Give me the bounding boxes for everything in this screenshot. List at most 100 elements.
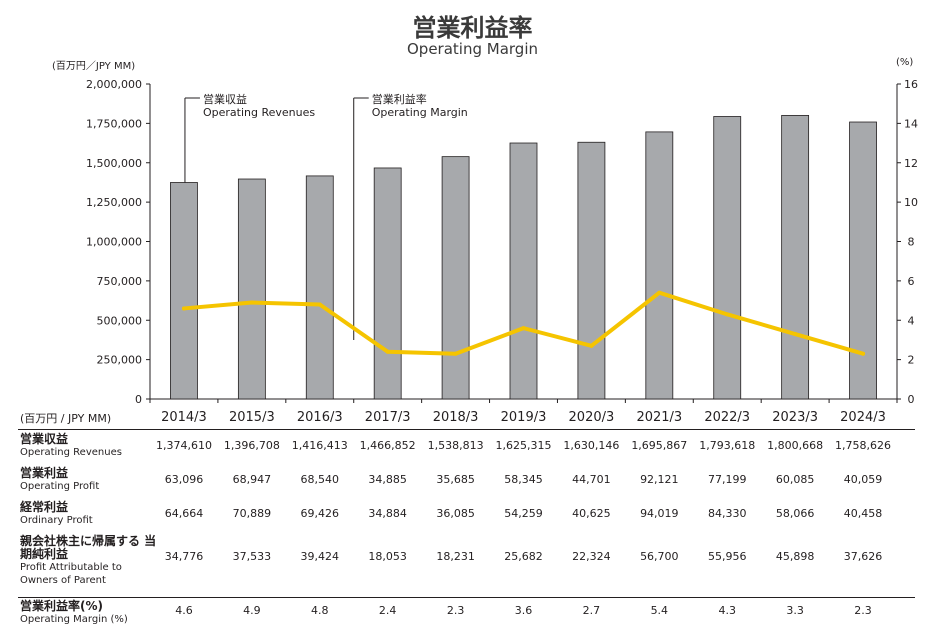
left-tick-label: 250,000: [97, 354, 143, 367]
table-cell: 70,889: [232, 507, 272, 520]
table-divider: [18, 597, 915, 598]
left-tick-label: 1,500,000: [86, 157, 142, 170]
row-label-jp: 営業収益: [20, 432, 69, 446]
table-cell: 94,019: [640, 507, 679, 520]
table-cell: 1,374,610: [155, 439, 212, 452]
table-cell: 1,466,852: [359, 439, 416, 452]
table-cell: 1,416,413: [291, 439, 348, 452]
table-row-label: 営業利益 Operating Profit: [20, 467, 200, 493]
table-row-label: 親会社株主に帰属する 当期純利益 Profit Attributable to O…: [20, 535, 160, 587]
table-cell: 39,424: [300, 550, 340, 563]
margin-point: [521, 326, 526, 331]
row-label-en: Profit Attributable to Owners of Parent: [20, 562, 122, 586]
table-cell: 25,682: [504, 550, 543, 563]
table-cell: 1,630,146: [563, 439, 620, 452]
table-cell: 5.4: [650, 604, 669, 617]
margin-point: [453, 351, 458, 356]
table-cell: 3.3: [786, 604, 804, 617]
table-cell: 37,626: [843, 550, 883, 563]
column-header: 2016/3: [296, 410, 343, 425]
row-label-jp: 経常利益: [20, 500, 69, 514]
table-cell: 92,121: [640, 473, 679, 486]
left-tick-label: 2,000,000: [86, 78, 142, 91]
margin-point: [861, 351, 866, 356]
table-cell: 68,540: [300, 473, 340, 486]
table-cell: 1,758,626: [835, 439, 892, 452]
margin-point: [385, 349, 390, 354]
revenue-bar: [849, 121, 877, 400]
left-tick-label: 1,000,000: [86, 236, 142, 249]
row-label-jp: 親会社株主に帰属する 当期純利益: [20, 534, 157, 561]
annotation-margin-en: Operating Margin: [372, 106, 468, 119]
right-tick-label: 12: [904, 157, 918, 170]
table-cell: 37,533: [232, 550, 272, 563]
table-cell: 1,793,618: [699, 439, 756, 452]
table-cell: 55,956: [707, 550, 747, 563]
table-row-label: 営業利益率(%) Operating Margin (%): [20, 600, 200, 626]
table-cell: 58,066: [775, 507, 815, 520]
table-cell: 69,426: [300, 507, 340, 520]
margin-point: [725, 312, 730, 317]
right-tick-label: 0: [908, 393, 915, 406]
chart-plot: 0 250,000 500,000 750,000 1,000,000 1,250,000…: [86, 78, 918, 406]
row-label-jp: 営業利益率(%): [20, 599, 103, 613]
revenue-bar: [713, 116, 742, 400]
table-cell: 84,330: [707, 507, 747, 520]
margin-point: [657, 290, 662, 295]
margin-point: [589, 343, 594, 348]
table-cell: 40,059: [843, 473, 883, 486]
right-tick-label: 8: [908, 236, 915, 249]
column-header: 2017/3: [364, 410, 411, 425]
table-cell: 4.3: [718, 604, 736, 617]
column-header: 2019/3: [500, 410, 547, 425]
table-cell: 1,800,668: [767, 439, 824, 452]
table-row-label: 経常利益 Ordinary Profit: [20, 501, 200, 527]
table-cell: 45,898: [775, 550, 815, 563]
table-cell: 35,685: [436, 473, 475, 486]
left-tick-label: 1,250,000: [86, 196, 142, 209]
revenue-bar: [237, 178, 266, 400]
annotation-revenues-en: Operating Revenues: [203, 106, 315, 119]
column-header: 2023/3: [772, 410, 818, 425]
revenue-bar: [577, 141, 606, 400]
right-tick-label: 6: [908, 275, 915, 288]
table-cell: 22,324: [572, 550, 611, 563]
table-cell: 4.8: [311, 604, 329, 617]
row-label-en: Operating Profit: [20, 481, 100, 492]
table-divider: [18, 429, 915, 430]
table-unit: (百万円 / JPY MM): [20, 412, 112, 425]
table-cell: 4.6: [175, 604, 193, 617]
chart-subtitle: Operating Margin: [407, 40, 538, 58]
table-cell: 58,345: [504, 473, 543, 486]
revenue-bar: [170, 182, 198, 400]
table-cell: 4.9: [243, 604, 261, 617]
right-axis-unit: (%): [896, 57, 914, 68]
table-cell: 56,700: [640, 550, 679, 563]
table-cell: 34,776: [164, 550, 204, 563]
column-header: 2024/3: [840, 410, 886, 425]
revenue-bar: [509, 142, 538, 400]
row-label-en: Ordinary Profit: [20, 515, 93, 526]
table-cell: 40,625: [572, 507, 611, 520]
left-tick-label: 0: [135, 393, 142, 406]
table-cell: 2.7: [582, 604, 601, 617]
table-cell: 68,947: [232, 473, 272, 486]
margin-point: [249, 300, 254, 305]
chart-title: 営業利益率: [412, 14, 533, 42]
table-cell: 18,053: [368, 550, 407, 563]
table-cell: 1,396,708: [223, 439, 280, 452]
margin-point: [317, 302, 322, 307]
right-tick-label: 14: [904, 117, 918, 130]
column-header: 2015/3: [228, 410, 275, 425]
table-cell: 34,885: [368, 473, 407, 486]
column-header: 2014/3: [161, 410, 207, 425]
column-header: 2021/3: [636, 410, 683, 425]
row-label-en: Operating Revenues: [20, 447, 122, 458]
table-cell: 2.4: [378, 604, 397, 617]
table-row-label: 営業収益 Operating Revenues: [20, 433, 200, 459]
revenue-bar: [441, 156, 470, 400]
table-cell: 36,085: [436, 507, 475, 520]
annotation-margin-jp: 営業利益率: [372, 92, 427, 106]
table-cell: 1,625,315: [495, 439, 552, 452]
table-cell: 1,695,867: [631, 439, 688, 452]
